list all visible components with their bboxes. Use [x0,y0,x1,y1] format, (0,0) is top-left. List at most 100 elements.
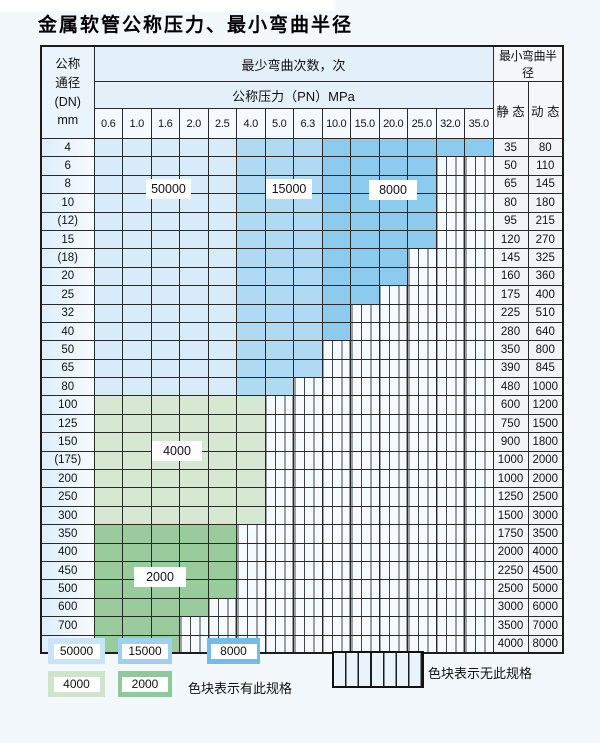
no-spec-cell [321,450,351,471]
spec-cell [122,193,152,213]
spec-cell [122,229,152,250]
spec-cell [122,285,152,305]
spec-cell [207,432,237,452]
label-50000: 50000 [146,179,191,199]
spec-cell [207,469,237,489]
no-spec-cell [321,487,351,507]
no-spec-cell [378,321,408,342]
static-value-cell: 900 [492,432,529,452]
dn-cell: 8 [40,174,95,195]
spec-cell [464,137,494,158]
static-value-cell: 480 [492,377,529,397]
no-spec-cell [264,597,294,618]
spec-cell [407,229,437,250]
pressure-value-header: 4.0 [236,108,266,139]
no-spec-cell [407,321,437,342]
no-spec-cell [236,597,266,618]
dynamic-value-cell: 4500 [527,560,564,581]
no-spec-cell [464,174,494,195]
no-spec-cell [236,542,266,562]
static-value-cell: 600 [492,395,529,415]
spec-cell [122,377,152,397]
dynamic-value-cell: 845 [527,358,564,379]
label-15000: 15000 [266,179,312,199]
no-spec-cell [435,248,465,268]
no-spec-cell [293,616,323,636]
spec-cell [321,211,351,231]
dynamic-value-cell: 1800 [527,432,564,452]
static-value-cell: 1250 [492,487,529,507]
no-spec-cell [378,524,408,544]
no-spec-cell [293,579,323,599]
static-value-cell: 175 [492,285,529,305]
spec-cell [179,358,209,379]
table-row: 32 225 510 [40,303,564,323]
no-spec-cell [321,579,351,599]
no-spec-cell [464,340,494,360]
no-spec-cell [293,505,323,526]
pressure-value-header: 5.0 [264,108,294,139]
no-spec-cell [350,432,380,452]
no-spec-cell [293,597,323,618]
no-spec-cell [350,616,380,636]
no-spec-cell [350,321,380,342]
spec-cell [93,505,123,526]
dynamic-value-cell: 270 [527,229,564,250]
spec-cell [179,285,209,305]
spec-cell [207,579,237,599]
no-spec-cell [293,432,323,452]
no-spec-cell [407,377,437,397]
spec-cell [179,303,209,323]
top-margin-strip [0,0,335,11]
dn-cell: 80 [40,377,95,397]
no-spec-cell [207,616,237,636]
pressure-value-header: 15.0 [350,108,380,139]
no-spec-cell [378,469,408,489]
no-spec-cell [350,524,380,544]
no-spec-cell [464,579,494,599]
no-spec-cell [321,358,351,379]
spec-cell [350,137,380,158]
spec-cell [150,597,180,618]
spec-cell [122,137,152,158]
no-spec-cell [321,469,351,489]
static-value-cell: 750 [492,413,529,434]
spec-cell [150,469,180,489]
no-spec-cell [407,358,437,379]
static-value-cell: 50 [492,156,529,176]
no-spec-cell [293,634,323,654]
spec-cell [93,524,123,544]
no-spec-cell [407,395,437,415]
spec-cell [236,266,266,287]
spec-cell [207,413,237,434]
spec-cell [350,285,380,305]
static-value-cell: 225 [492,303,529,323]
spec-cell [93,193,123,213]
no-spec-cell [293,377,323,397]
no-spec-cell [321,616,351,636]
no-spec-cell [435,321,465,342]
no-spec-cell [236,579,266,599]
no-spec-cell [435,377,465,397]
spec-cell [293,266,323,287]
spec-cell [150,395,180,415]
no-spec-cell [407,616,437,636]
spec-cell [179,524,209,544]
spec-cell [150,137,180,158]
no-spec-cell [293,542,323,562]
spec-cell [93,358,123,379]
no-spec-cell [435,211,465,231]
spec-cell [122,432,152,452]
spec-cell [93,432,123,452]
spec-cell [93,597,123,618]
no-spec-cell [464,248,494,268]
legend-has-spec-text: 色块表示有此规格 [188,681,293,696]
spec-cell [179,505,209,526]
spec-cell [93,377,123,397]
spec-cell [122,395,152,415]
spec-cell [321,321,351,342]
spec-cell [93,303,123,323]
spec-cell [264,303,294,323]
spec-cell [179,413,209,434]
spec-cell [207,450,237,471]
